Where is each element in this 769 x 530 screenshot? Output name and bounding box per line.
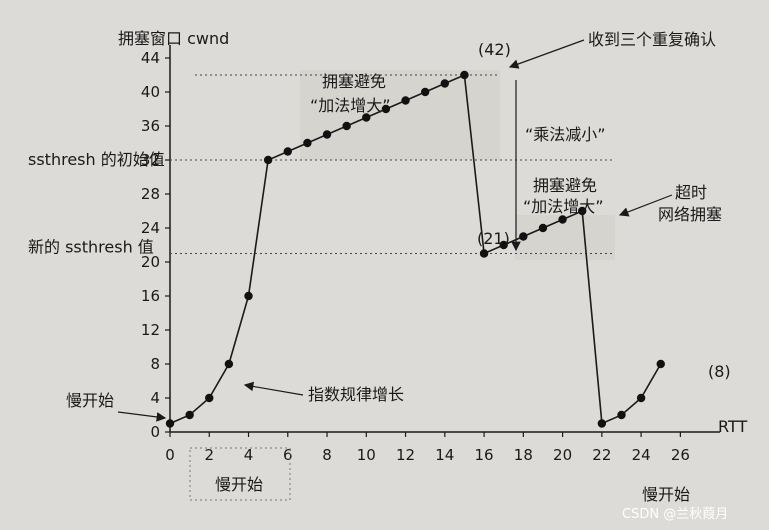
threshold-label: ssthresh 的初始值 xyxy=(28,150,165,169)
data-point xyxy=(420,87,430,97)
annotation-text: “乘法减小” xyxy=(525,125,606,144)
x-tick-label: 0 xyxy=(165,446,175,464)
y-ticks: 0 4 8 12 16 20 24 28 32 36 40 44 xyxy=(141,49,170,441)
x-tick-label: 14 xyxy=(435,446,454,464)
x-tick-label: 10 xyxy=(357,446,376,464)
y-tick-label: 28 xyxy=(141,185,160,203)
data-point xyxy=(597,419,607,428)
x-tick-label: 18 xyxy=(514,446,533,464)
data-point xyxy=(244,291,253,301)
annotation-text: 拥塞避免 xyxy=(322,72,386,91)
annotation-text: (42) xyxy=(478,40,511,59)
x-tick-label: 4 xyxy=(244,446,254,464)
data-point xyxy=(636,393,646,403)
y-tick-label: 36 xyxy=(141,117,160,135)
y-tick-label: 44 xyxy=(141,49,160,67)
data-point xyxy=(224,359,234,369)
data-point xyxy=(342,121,351,131)
data-point xyxy=(578,206,587,216)
y-tick-label: 32 xyxy=(141,151,160,169)
x-tick-label: 22 xyxy=(592,446,611,464)
shade-region xyxy=(300,70,500,160)
data-point xyxy=(205,393,214,403)
data-point xyxy=(263,155,273,165)
x-tick-label: 20 xyxy=(553,446,572,464)
data-point xyxy=(165,419,175,428)
y-tick-label: 8 xyxy=(150,355,160,373)
data-point xyxy=(322,130,332,139)
annotation-text: “加法增大” xyxy=(523,197,604,216)
annotation-text: 指数规律增长 xyxy=(308,385,404,404)
y-tick-label: 0 xyxy=(150,423,160,441)
annotation-arrow xyxy=(508,39,585,69)
data-point xyxy=(401,96,410,105)
x-ticks: 0 2 4 6 8 10 12 14 16 18 20 22 24 26 xyxy=(165,432,690,464)
y-tick-label: 40 xyxy=(141,83,160,101)
watermark: CSDN @兰秋葭月 xyxy=(622,507,728,522)
data-point xyxy=(362,113,371,122)
x-tick-label: 26 xyxy=(671,446,690,464)
x-tick-label: 2 xyxy=(204,446,214,464)
data-point xyxy=(538,223,548,233)
annotation-text: “加法增大” xyxy=(310,96,391,115)
data-point xyxy=(558,215,567,224)
annotation-text: 网络拥塞 xyxy=(658,205,722,224)
annotation-arrow xyxy=(243,381,304,396)
y-tick-label: 12 xyxy=(141,321,160,339)
annotation-text: 慢开始 xyxy=(642,485,690,504)
data-point xyxy=(656,359,665,369)
data-point xyxy=(479,249,489,258)
threshold-label: 新的 ssthresh 值 xyxy=(28,238,154,257)
annotation-text: 收到三个重复确认 xyxy=(588,30,716,49)
y-tick-label: 16 xyxy=(141,287,160,305)
data-point xyxy=(617,410,626,420)
x-tick-label: 16 xyxy=(475,446,494,464)
annotation-text: 慢开始 xyxy=(215,475,263,494)
annotation-arrow xyxy=(117,411,167,422)
y-tick-label: 4 xyxy=(150,389,160,407)
data-point xyxy=(519,232,528,241)
x-tick-label: 6 xyxy=(283,446,293,464)
x-tick-label: 12 xyxy=(396,446,415,464)
y-tick-label: 20 xyxy=(141,253,160,271)
x-tick-label: 24 xyxy=(632,446,651,464)
y-axis-label: 拥塞窗口 cwnd xyxy=(118,29,229,48)
slow-start-box xyxy=(189,447,291,501)
data-point xyxy=(440,79,450,88)
y-tick-label: 24 xyxy=(141,219,160,237)
data-point xyxy=(303,138,312,148)
data-point xyxy=(283,147,292,156)
x-tick-label: 8 xyxy=(322,446,332,464)
annotation-text: 拥塞避免 xyxy=(533,176,597,195)
annotation-text: 慢开始 xyxy=(66,391,114,410)
data-point xyxy=(460,70,469,80)
annotation-text: (21) xyxy=(477,229,510,248)
series-cwnd xyxy=(165,70,665,428)
data-point xyxy=(185,410,194,420)
data-point xyxy=(381,104,391,114)
data-point xyxy=(499,240,508,250)
annotation-text: 超时 xyxy=(675,183,707,202)
annotation-arrow xyxy=(618,194,673,217)
annotation-text: (8) xyxy=(708,362,731,381)
x-axis-label: RTT xyxy=(718,417,747,436)
